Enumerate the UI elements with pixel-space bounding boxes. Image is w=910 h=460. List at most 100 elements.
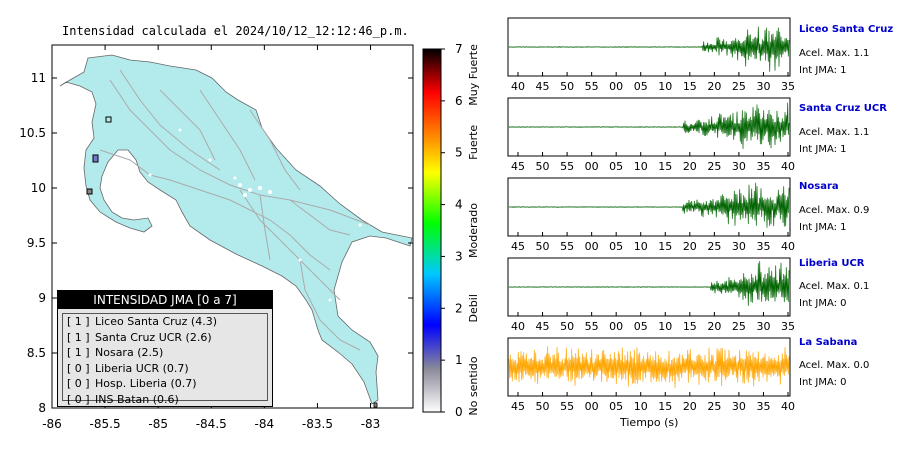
legend-row: [ 1 ] Santa Cruz UCR (2.6) [67, 330, 212, 344]
lon-tick-label: -85.5 [90, 417, 121, 431]
towns [148, 128, 362, 302]
time-tick-label: 20 [683, 160, 697, 173]
time-tick-label: 15 [683, 320, 697, 333]
waveform-panel: 45 50 55 00 05 10 15 20 25 30 35 40 [507, 337, 795, 413]
time-tick-label: 45 [511, 240, 525, 253]
time-tick-label: 05 [609, 240, 623, 253]
waveform-trace [508, 261, 790, 306]
lat-tick-label: 10.5 [19, 126, 46, 140]
colorbar-ticks: 0 1 2 3 4 5 6 7 [441, 42, 463, 419]
time-tick-label: 50 [536, 240, 550, 253]
colorbar-category-label: No sentido [467, 356, 480, 415]
station-name-3: Liberia UCR [799, 258, 865, 269]
time-tick-label: 55 [560, 240, 574, 253]
time-tick-label: 45 [536, 320, 550, 333]
map-lon-axis: -86 -85.5 -85 -84.5 -84 -83.5 -83 [42, 45, 380, 431]
waveform-panel: 40 45 50 55 00 05 10 15 20 25 30 35 [507, 257, 795, 333]
time-tick-label: 35 [756, 160, 770, 173]
station-jma-2: Int JMA: 1 [799, 222, 847, 233]
time-tick-label: 10 [634, 400, 648, 413]
time-tick-label: 25 [707, 240, 721, 253]
station-accel-1: Acel. Max. 1.1 [799, 127, 870, 138]
station-name-4: La Sabana [799, 337, 858, 348]
colorbar-tick-label: 5 [455, 146, 463, 160]
time-tick-label: 40 [781, 160, 795, 173]
lon-tick-label: -84.5 [196, 417, 227, 431]
time-tick-label: 40 [511, 80, 525, 93]
station-name-2: Nosara [799, 181, 839, 192]
time-tick-label: 10 [634, 240, 648, 253]
lon-tick-label: -83.5 [302, 417, 333, 431]
time-tick-label: 15 [658, 160, 672, 173]
time-tick-label: 25 [707, 160, 721, 173]
time-tick-label: 55 [560, 160, 574, 173]
colorbar-tick-label: 6 [455, 94, 463, 108]
time-tick-label: 30 [732, 240, 746, 253]
colorbar-tick-label: 4 [455, 198, 463, 212]
time-tick-label: 20 [683, 240, 697, 253]
time-tick-label: 05 [634, 80, 648, 93]
waveform-trace [508, 346, 790, 388]
waveform-trace [508, 182, 790, 228]
time-tick-label: 05 [609, 400, 623, 413]
legend-row: [ 1 ] Nosara (2.5) [67, 346, 164, 359]
time-tick-label: 30 [756, 320, 770, 333]
time-tick-label: 35 [781, 80, 795, 93]
time-tick-label: 50 [536, 400, 550, 413]
time-tick-label: 45 [536, 80, 550, 93]
time-tick-label: 10 [658, 80, 672, 93]
colorbar-gradient [422, 48, 442, 413]
time-tick-label: 45 [511, 400, 525, 413]
map-title: Intensidad calculada el 2024/10/12_12:12… [62, 24, 409, 38]
station-marker-nosara [86, 188, 93, 195]
lon-tick-label: -83 [361, 417, 381, 431]
time-tick-label: 20 [683, 400, 697, 413]
time-tick-label: 00 [585, 400, 599, 413]
waveform-panel: 45 50 55 00 05 10 15 20 25 30 35 40 [507, 177, 795, 253]
legend-title: INTENSIDAD JMA [0 a 7] [58, 291, 272, 309]
time-tick-label: 00 [585, 160, 599, 173]
time-tick-label: 50 [536, 160, 550, 173]
station-accel-3: Acel. Max. 0.1 [799, 281, 870, 292]
time-tick-label: 05 [634, 320, 648, 333]
map-lat-axis: 11 10.5 10 9.5 9 8.5 8 [19, 71, 413, 415]
time-tick-label: 35 [756, 400, 770, 413]
lat-tick-label: 10 [31, 181, 46, 195]
intensity-colorbar: 0 1 2 3 4 5 6 7 No sentido Debil Moderado Fuerte Mu… [422, 42, 480, 419]
time-tick-label: 35 [756, 240, 770, 253]
station-accel-0: Acel. Max. 1.1 [799, 48, 870, 59]
lat-tick-label: 8 [38, 401, 46, 415]
map-frame [51, 44, 414, 409]
waveform-trace [508, 102, 790, 149]
time-tick-label: 05 [609, 160, 623, 173]
colorbar-category-label: Debil [467, 294, 480, 322]
time-tick-label: 00 [585, 240, 599, 253]
station-jma-0: Int JMA: 1 [799, 65, 847, 76]
island-marker [105, 116, 112, 123]
time-tick-label: 25 [732, 80, 746, 93]
station-marker-liberia [92, 154, 99, 163]
lon-tick-label: -85 [148, 417, 168, 431]
time-tick-label: 10 [658, 320, 672, 333]
time-tick-label: 30 [756, 80, 770, 93]
time-tick-label: 35 [781, 320, 795, 333]
time-tick-label: 55 [585, 320, 599, 333]
legend-row: [ 0 ] Liberia UCR (0.7) [67, 361, 189, 375]
station-accel-2: Acel. Max. 0.9 [799, 205, 870, 216]
legend-list: [ 1 ] Liceo Santa Cruz (4.3) [ 1 ] Santa C… [62, 313, 268, 406]
time-tick-label: 30 [732, 160, 746, 173]
time-tick-label: 40 [781, 240, 795, 253]
colorbar-category-label: Fuerte [467, 125, 480, 160]
x-axis-label: Tiempo (s) [620, 416, 679, 429]
time-tick-label: 50 [560, 80, 574, 93]
waveform-panel: 45 50 55 00 05 10 15 20 25 30 35 40 [507, 97, 795, 173]
colorbar-categories: No sentido Debil Moderado Fuerte Muy Fuerte [467, 44, 480, 416]
time-tick-label: 40 [781, 400, 795, 413]
legend-row: [ 1 ] Liceo Santa Cruz (4.3) [67, 315, 217, 328]
station-marker-peninsula [373, 402, 378, 408]
time-tick-label: 15 [658, 240, 672, 253]
lat-tick-label: 8.5 [27, 346, 46, 360]
lat-tick-label: 9.5 [27, 236, 46, 250]
colorbar-tick-label: 2 [455, 301, 463, 315]
station-jma-4: Int JMA: 0 [799, 377, 847, 388]
